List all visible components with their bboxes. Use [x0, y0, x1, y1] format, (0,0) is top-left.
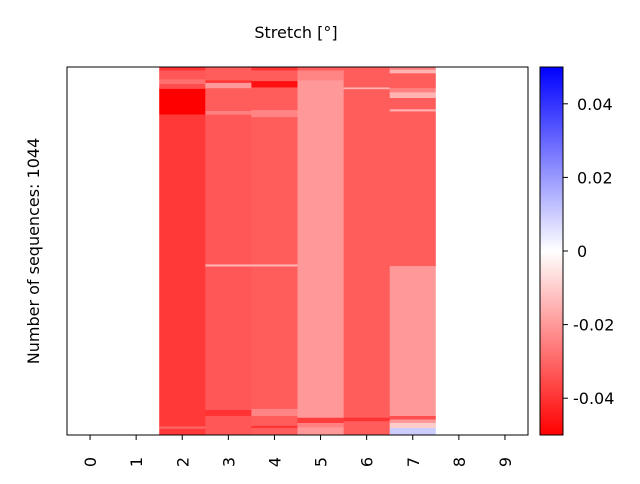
heatmap-cell-col7-seg5 [389, 98, 437, 110]
heatmap-cell-col7-seg7 [389, 111, 437, 267]
colorbar-tick-label: 0.04 [577, 95, 613, 114]
heatmap-cell-col2-seg4 [159, 88, 206, 115]
colorbar-tick-label: 0 [577, 242, 587, 261]
heatmap-cell-col4-seg7 [251, 266, 298, 410]
x-tick-label-2: 2 [173, 457, 192, 467]
x-tick-label-0: 0 [81, 457, 100, 467]
heatmap-cell-col1-seg0 [113, 67, 160, 436]
heatmap-cell-col6-seg0 [343, 67, 390, 88]
x-tick-label-3: 3 [219, 457, 238, 467]
plot-frame [66, 66, 529, 436]
x-tick-label-8: 8 [450, 457, 469, 467]
heatmap-cell-col4-seg11 [251, 427, 298, 436]
heatmap-cell-col6-seg3 [343, 417, 390, 422]
heatmap-cell-col3-seg4 [205, 111, 252, 115]
heatmap-cell-col2-seg3 [159, 83, 206, 90]
colorbar [539, 66, 564, 436]
x-tick-label-6: 6 [358, 457, 377, 467]
x-axis-ticks: 0 1 2 3 4 5 6 7 8 9 [81, 435, 515, 467]
heatmap-cell-col6-seg4 [343, 421, 390, 436]
heatmap-cell-col5-seg0 [297, 67, 344, 71]
heatmap-cell-col5-seg1 [297, 70, 344, 81]
heatmap-cell-col4-seg8 [251, 408, 298, 417]
heatmap-cell-col5-seg4 [297, 423, 344, 428]
heatmap-cell-col4-seg1 [251, 70, 298, 82]
x-tick-label-5: 5 [312, 457, 331, 467]
heatmap-cell-col7-seg9 [389, 415, 437, 420]
heatmap-cell-col7-seg12 [389, 427, 437, 436]
heatmap-cell-col2-seg7 [159, 428, 206, 436]
heatmap-cell-col6-seg2 [343, 89, 390, 419]
heatmap-cell-col3-seg5 [205, 114, 252, 265]
heatmap-cell-col7-seg8 [389, 266, 437, 417]
heatmap-cell-col7-seg4 [389, 92, 437, 99]
heatmap-cell-col7-seg3 [389, 88, 437, 93]
heatmap-cell-col3-seg2 [205, 82, 252, 89]
heatmap-cell-col3-seg0 [205, 67, 252, 81]
x-tick-label-1: 1 [127, 457, 146, 467]
heatmap-cell-col7-seg2 [389, 73, 437, 89]
heatmap-cell-col5-seg5 [297, 427, 344, 436]
heatmap-cell-col2-seg6 [159, 426, 206, 429]
heatmap-cell-col3-seg6 [205, 264, 252, 267]
heatmap-cell-col7-seg0 [389, 67, 437, 71]
heatmap-cell-col2-seg1 [159, 70, 206, 80]
heatmap-cell-col4-seg4 [251, 110, 298, 118]
heatmap-cell-col3-seg1 [205, 80, 252, 84]
colorbar-tick-label: -0.04 [573, 389, 614, 408]
colorbar-tick-label: 0.02 [577, 168, 613, 187]
heatmap-cell-col2-seg0 [159, 67, 206, 71]
colorbar-tick-label: -0.02 [573, 316, 614, 335]
heatmap-cell-col0-seg0 [67, 67, 114, 436]
y-axis-label: Number of sequences: 1044 [24, 138, 43, 365]
heatmap-cell-col6-seg1 [343, 87, 390, 90]
heatmap-cell-col5-seg3 [297, 417, 344, 424]
heatmap-cell-col4-seg9 [251, 415, 298, 427]
heatmap-cell-col4-seg6 [251, 264, 298, 267]
heatmap-cell-col4-seg5 [251, 117, 298, 265]
heatmap-cell-col8-seg0 [435, 67, 483, 436]
heatmap-cell-col4-seg3 [251, 87, 298, 111]
x-tick-label-9: 9 [496, 457, 515, 467]
heatmap-cell-col3-seg3 [205, 88, 252, 112]
heatmap-cell-col7-seg10 [389, 419, 437, 424]
heatmap-cell-col7-seg6 [389, 109, 437, 112]
heatmap-cell-col2-seg2 [159, 79, 206, 85]
heatmap-cell-col4-seg0 [251, 67, 298, 71]
heatmap-cell-col3-seg8 [205, 409, 252, 417]
chart-title: Stretch [°] [254, 23, 337, 42]
heatmap-cell-col7-seg1 [389, 69, 437, 74]
heatmap-cell-col3-seg7 [205, 266, 252, 411]
heatmap-cell-col3-seg9 [205, 415, 252, 436]
x-tick-label-7: 7 [404, 457, 423, 467]
heatmap-cell-col2-seg5 [159, 114, 206, 427]
colorbar-ticks: 0.04 0.02 0 -0.02 -0.04 [563, 95, 614, 408]
heatmap-cell-col4-seg10 [251, 425, 298, 429]
heatmap-cell-col7-seg11 [389, 423, 437, 429]
x-tick-label-4: 4 [265, 457, 284, 467]
heatmap-cell-col5-seg2 [297, 80, 344, 419]
heatmap-cell-col9-seg0 [481, 67, 529, 436]
heatmap-cells [67, 67, 529, 436]
heatmap-cell-col4-seg2 [251, 81, 298, 88]
